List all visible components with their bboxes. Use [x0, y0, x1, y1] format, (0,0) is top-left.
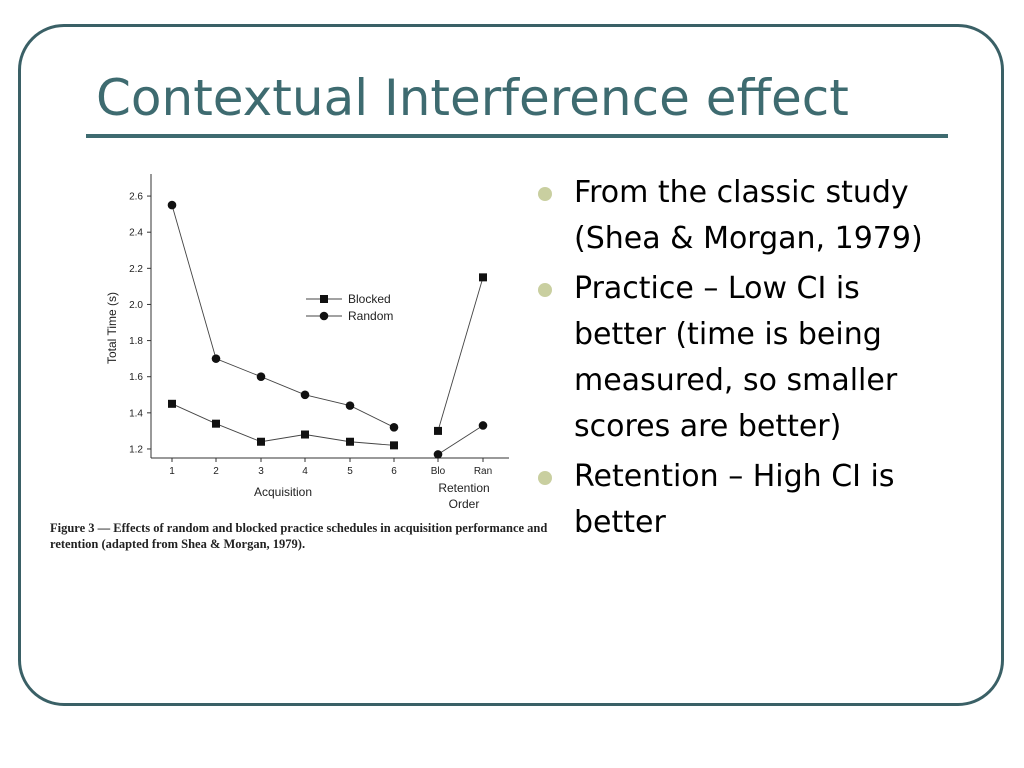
- data-point-random: [211, 354, 221, 363]
- data-point-blocked: [346, 437, 354, 446]
- legend-label: Random: [348, 309, 393, 323]
- data-point-blocked: [434, 426, 442, 435]
- data-point-blocked: [168, 399, 176, 408]
- y-tick-label: 1.2: [129, 444, 143, 455]
- chart-container: 1.2 1.4 1.6 1.8 2.0 2.2 2.4 2.6 1 2 3 4 5 6 Blo Ran Tota…: [44, 166, 574, 566]
- x-group-label-order: Order: [449, 497, 480, 511]
- x-tick-label: 2: [213, 466, 219, 477]
- data-point-random: [345, 401, 355, 410]
- data-point-random: [389, 422, 399, 432]
- bullet-item: Practice – Low CI is better (time is bei…: [536, 266, 956, 450]
- bullet-text: Retention – High CI is better: [574, 459, 895, 540]
- legend-marker-circle: [319, 311, 329, 321]
- bullet-dot-icon: [538, 187, 552, 201]
- bullet-dot-icon: [538, 471, 552, 485]
- data-point-blocked: [390, 441, 398, 450]
- bullet-text: From the classic study (Shea & Morgan, 1…: [574, 175, 923, 256]
- slide-frame: [18, 24, 1004, 706]
- data-point-blocked: [479, 273, 487, 282]
- data-point-random: [433, 450, 443, 459]
- y-tick-label: 2.6: [129, 192, 143, 203]
- x-tick-label: 5: [347, 466, 353, 477]
- bullet-list: From the classic study (Shea & Morgan, 1…: [536, 170, 956, 550]
- series-line-random: [171, 204, 395, 428]
- series-line-blocked: [171, 403, 395, 446]
- y-tick-label: 2.4: [129, 228, 143, 239]
- legend-label: Blocked: [348, 292, 391, 306]
- y-axis-label: Total Time (s): [105, 292, 119, 364]
- slide-title: Contextual Interference effect: [96, 69, 849, 127]
- y-tick-label: 1.4: [129, 408, 143, 419]
- x-tick-label: 6: [391, 466, 397, 477]
- data-point-blocked: [212, 419, 220, 428]
- data-point-blocked: [301, 430, 309, 439]
- x-group-label-retention: Retention: [438, 481, 489, 495]
- data-point-blocked: [257, 437, 265, 446]
- x-tick-label: Ran: [474, 466, 492, 477]
- bullet-item: Retention – High CI is better: [536, 454, 956, 546]
- y-tick-label: 1.6: [129, 372, 143, 383]
- data-point-random: [300, 390, 310, 400]
- series-line-blocked: [437, 277, 484, 432]
- y-tick-label: 2.2: [129, 264, 143, 275]
- data-point-random: [167, 200, 177, 210]
- series-line-random: [437, 425, 484, 455]
- x-tick-label: 4: [302, 466, 308, 477]
- x-tick-label: 1: [169, 466, 175, 477]
- y-tick-label: 1.8: [129, 336, 143, 347]
- data-point-random: [256, 372, 266, 382]
- title-underline: [86, 134, 948, 138]
- line-chart: 1.2 1.4 1.6 1.8 2.0 2.2 2.4 2.6 1 2 3 4 5 6 Blo Ran Tota…: [105, 174, 509, 511]
- x-group-label-acquisition: Acquisition: [254, 485, 312, 499]
- legend-marker-square: [320, 295, 328, 303]
- figure-caption: Figure 3 — Effects of random and blocked…: [50, 521, 548, 551]
- y-tick-label: 2.0: [129, 300, 143, 311]
- bullet-text: Practice – Low CI is better (time is bei…: [574, 271, 898, 444]
- bullet-item: From the classic study (Shea & Morgan, 1…: [536, 170, 956, 262]
- x-tick-label: Blo: [431, 466, 446, 477]
- data-point-random: [478, 421, 488, 430]
- x-tick-label: 3: [258, 466, 264, 477]
- bullet-dot-icon: [538, 283, 552, 297]
